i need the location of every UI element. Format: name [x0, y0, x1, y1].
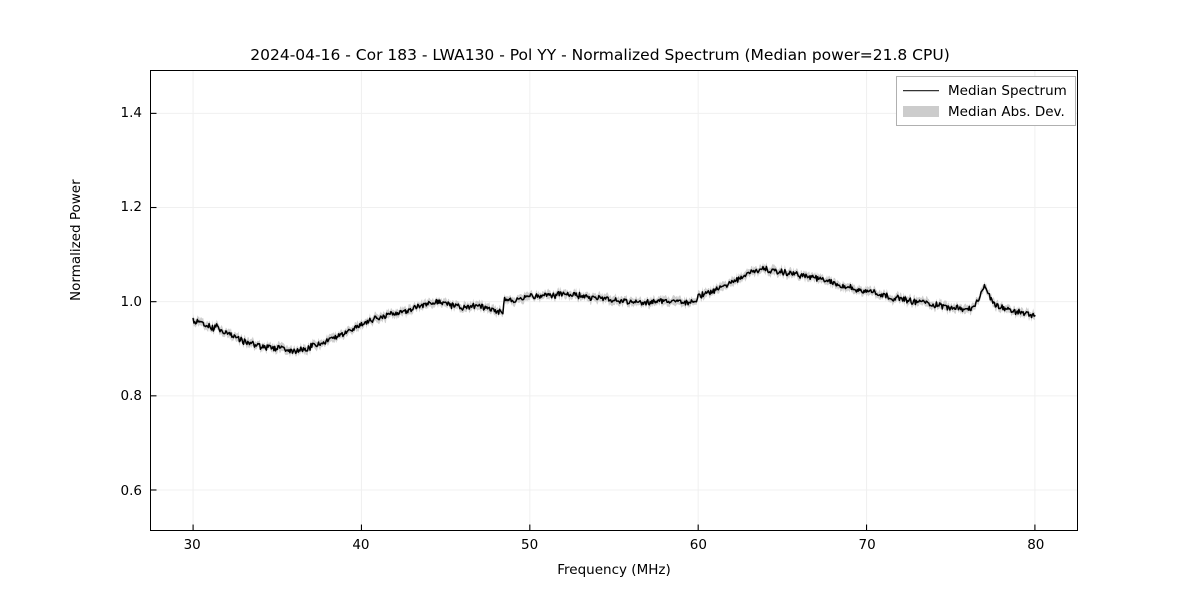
- plot-svg: [151, 71, 1077, 530]
- y-tick-label: 0.8: [120, 388, 142, 405]
- y-tick-label: 0.6: [120, 482, 142, 499]
- line-swatch-icon: [903, 85, 939, 97]
- y-tick-label: 1.2: [120, 199, 142, 216]
- x-tick-label: 70: [858, 537, 876, 553]
- page-title: 2024-04-16 - Cor 183 - LWA130 - Pol YY -…: [250, 46, 950, 64]
- plot-area: [150, 70, 1078, 531]
- x-tick-label: 60: [689, 537, 707, 553]
- legend-item-median-spectrum: Median Spectrum: [903, 82, 1067, 99]
- x-tick-label: 40: [352, 537, 370, 553]
- legend-label-median-spectrum: Median Spectrum: [948, 82, 1067, 99]
- y-axis-tick-labels: 0.6 0.8 1.0 1.2 1.4: [100, 70, 142, 531]
- median-spectrum-line: [192, 265, 1036, 355]
- x-tick-label: 80: [1027, 537, 1045, 553]
- legend-label-median-abs-dev: Median Abs. Dev.: [948, 103, 1065, 120]
- x-axis-tick-labels: 30 40 50 60 70 80: [150, 537, 1078, 559]
- x-axis-label: Frequency (MHz): [557, 562, 671, 578]
- band-swatch-icon: [903, 106, 939, 117]
- gridlines: [151, 71, 1077, 530]
- y-tick-label: 1.0: [120, 293, 142, 310]
- y-tick-label: 1.4: [120, 104, 142, 121]
- y-axis-label: Normalized Power: [68, 179, 84, 301]
- chart-legend: Median Spectrum Median Abs. Dev.: [896, 76, 1076, 126]
- x-tick-label: 50: [521, 537, 539, 553]
- x-tick-label: 30: [183, 537, 201, 553]
- legend-item-median-abs-dev: Median Abs. Dev.: [903, 103, 1067, 120]
